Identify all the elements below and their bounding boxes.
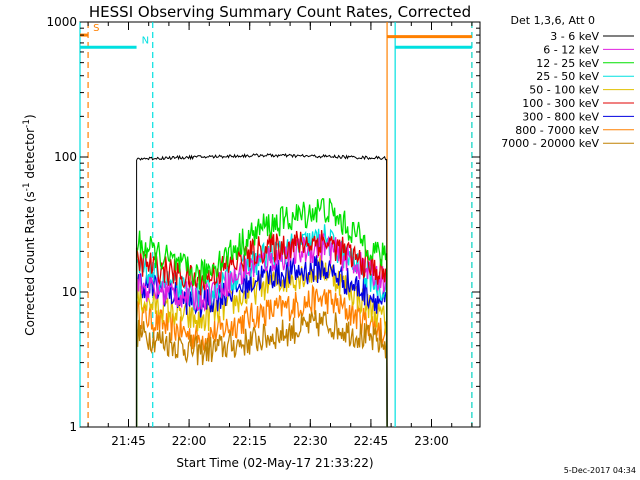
series-line	[135, 255, 388, 428]
footer-stamp: 5-Dec-2017 04:34	[564, 466, 636, 475]
legend-title: Det 1,3,6, Att 0	[511, 14, 595, 27]
series-line	[135, 283, 388, 428]
legend-label: 7000 - 20000 keV	[501, 137, 599, 150]
series-line	[135, 310, 388, 428]
legend-label: 6 - 12 keV	[543, 43, 599, 56]
flags-layer: SN	[80, 23, 472, 49]
legend-label: 100 - 300 keV	[522, 97, 599, 110]
y-axis-title-sup2: -1	[22, 119, 32, 128]
x-tick-label: 21:45	[111, 434, 146, 448]
x-tick-label: 22:30	[293, 434, 328, 448]
flag-label: S	[93, 23, 99, 34]
legend-label: 12 - 25 keV	[536, 57, 599, 70]
y-axis-title-sup1: -1	[22, 182, 32, 191]
y-axis-title-prefix: Corrected Count Rate (s	[23, 191, 37, 335]
plot-area: SN	[79, 21, 481, 428]
legend-label: 50 - 100 keV	[529, 84, 599, 97]
legend-label: 800 - 7000 keV	[515, 124, 599, 137]
x-axis-title: Start Time (02-May-17 21:33:22)	[176, 456, 373, 470]
series-layer	[135, 152, 388, 428]
x-tick-label: 22:00	[172, 434, 207, 448]
y-axis-title-suffix: )	[23, 114, 37, 119]
legend-label: 3 - 6 keV	[550, 30, 599, 43]
series-line	[135, 230, 388, 428]
legend-label: 300 - 800 keV	[522, 110, 599, 123]
series-line	[136, 152, 388, 428]
legend-label: 25 - 50 keV	[536, 70, 599, 83]
x-tick-label: 22:45	[354, 434, 389, 448]
flag-label: N	[142, 35, 149, 46]
x-tick-label: 23:00	[414, 434, 449, 448]
x-tick-label: 22:15	[232, 434, 267, 448]
y-tick-label: 10	[62, 285, 77, 299]
series-line	[135, 197, 388, 428]
y-axis-title-mid: detector	[23, 128, 37, 183]
x-axis: 21:45 22:00 22:15 22:30 22:45 23:00	[87, 22, 473, 448]
y-axis: 1 10 100 1000	[46, 15, 480, 434]
y-tick-label: 1	[69, 420, 77, 434]
y-tick-label: 100	[54, 150, 77, 164]
y-tick-label: 1000	[46, 15, 77, 29]
chart-title: HESSI Observing Summary Count Rates, Cor…	[89, 3, 471, 21]
y-axis-title: Corrected Count Rate (s-1 detector-1)	[22, 114, 37, 335]
